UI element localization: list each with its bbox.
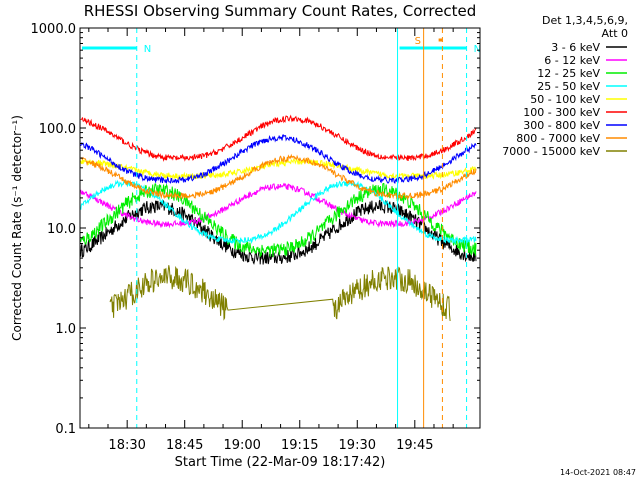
legend-entry-label: 3 - 6 keV [551,41,600,54]
legend-entry-label: 25 - 50 keV [537,80,600,93]
legend-header-line-2: Att 0 [602,27,628,40]
x-tick-label: 19:00 [223,438,260,453]
y-axis: 0.1 1.0 10.0 100.0 1000.0 [31,22,480,437]
legend-entry-label: 300 - 800 keV [523,119,600,132]
series-line [109,265,451,322]
y-axis-label: Corrected Count Rate (s⁻¹ detector⁻¹) [10,115,24,341]
y-tick-label: 1.0 [55,322,76,337]
x-tick-label: 19:15 [281,438,318,453]
y-tick-label: 0.1 [55,422,76,437]
chart-title: RHESSI Observing Summary Count Rates, Co… [84,2,477,20]
y-tick-label: 10.0 [47,222,76,237]
x-tick-label: 19:45 [396,438,433,453]
legend-entry-label: 50 - 100 keV [530,93,600,106]
x-tick-label: 18:45 [166,438,203,453]
legend-entry-label: 7000 - 15000 keV [502,145,600,158]
legend-entry-label: 6 - 12 keV [544,54,600,67]
x-axis-label: Start Time (22-Mar-09 18:17:42) [175,455,386,470]
x-axis: 18:30 18:45 19:00 19:15 19:30 19:45 [88,28,454,453]
series-layer [80,114,477,322]
footer-date: 14-Oct-2021 08:47 [560,468,636,477]
series-line [80,199,477,265]
interval-label: N [474,44,481,55]
series-line [80,182,477,229]
legend-header-line-1: Det 1,3,4,5,6,9, [542,14,628,27]
series-line [80,114,477,163]
interval-label: N [144,44,151,55]
series-line [80,179,477,246]
y-tick-label: 1000.0 [31,22,77,37]
x-tick-label: 18:30 [108,438,145,453]
legend-entry-label: 12 - 25 keV [537,67,600,80]
interval-label: S [415,36,421,47]
marker-layer: N NS [82,28,481,428]
series-line [80,134,477,185]
series-line [80,153,477,201]
x-tick-label: 19:30 [339,438,376,453]
legend-entry-label: 100 - 300 keV [523,106,600,119]
y-tick-label: 100.0 [39,122,76,137]
legend-entry-label: 800 - 7000 keV [516,132,600,145]
